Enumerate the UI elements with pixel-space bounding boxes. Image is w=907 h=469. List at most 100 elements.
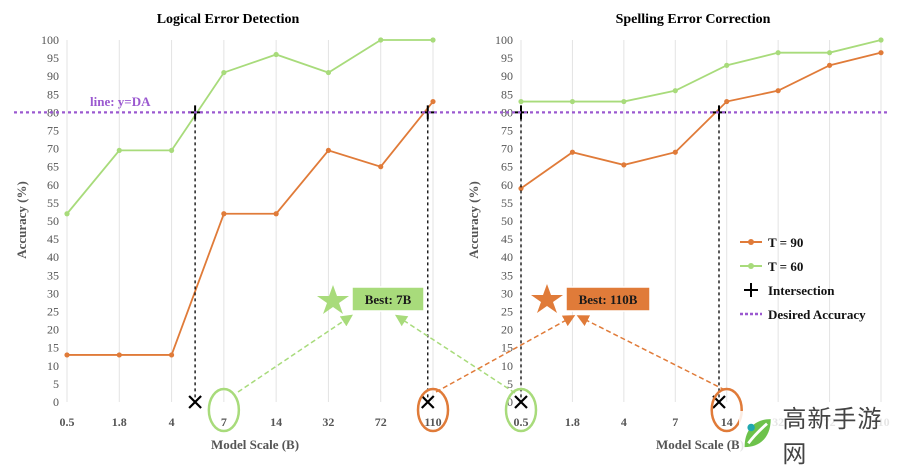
left-y-tick-label: 55 (47, 196, 59, 210)
left-intersection-x-icon (188, 395, 202, 409)
right-y-tick-label: 35 (501, 268, 513, 282)
best-right-badge: Best: 110B (531, 284, 651, 313)
left-series-point-t90 (221, 211, 227, 217)
left-y-tick-label: 90 (47, 69, 59, 83)
green-star-icon (317, 285, 349, 314)
right-y-tick-label: 40 (501, 250, 513, 264)
right-series-point-t90 (826, 62, 833, 68)
right-chart-title: Spelling Error Correction (616, 12, 771, 27)
right-series-line-t90 (520, 51, 882, 190)
right-chart: Spelling Error Correction Accuracy (%) M… (466, 12, 890, 452)
best-left-badge: Best: 7B (317, 285, 425, 314)
right-intersection-x-icon (514, 395, 528, 409)
left-series-point-t90 (430, 98, 436, 105)
left-y-tick-label: 0 (53, 395, 59, 409)
watermark: 高新手游网 (739, 405, 899, 468)
annotation-arrows (237, 314, 726, 394)
left-y-tick-label: 35 (47, 268, 59, 282)
right-series-point-t90 (621, 162, 627, 168)
right-y-axis-label: Accuracy (%) (466, 181, 481, 259)
legend-label: T = 60 (768, 259, 803, 274)
right-y-tick-label: 30 (501, 286, 513, 300)
right-y-tick-label: 75 (501, 124, 513, 138)
right-x-tick-label: 7 (672, 415, 678, 429)
legend: T = 90 T = 60 Intersection Desired Accuracy (740, 235, 866, 322)
right-best-circle-green (504, 387, 538, 433)
right-y-tick-label: 85 (501, 87, 513, 101)
right-series-point-t60 (518, 98, 524, 105)
legend-label: T = 90 (768, 235, 803, 250)
right-y-tick-label: 95 (501, 51, 513, 65)
left-y-tick-label: 5 (53, 377, 59, 391)
left-x-tick-label: 110 (424, 415, 441, 429)
left-series-point-t90 (378, 164, 384, 170)
left-series-point-t60 (64, 211, 70, 217)
left-x-axis-label: Model Scale (B) (211, 437, 299, 452)
left-y-tick-label: 60 (47, 178, 59, 192)
right-series-point-t90 (569, 149, 576, 155)
legend-marker-icon (748, 263, 754, 269)
right-x-tick-label: 1.8 (565, 415, 580, 429)
left-chart: Logical Error Detection Accuracy (%) Mod… (14, 12, 450, 452)
left-series-point-t90 (273, 211, 279, 217)
right-y-tick-label: 70 (501, 142, 513, 156)
right-y-tick-label: 90 (501, 69, 513, 83)
right-series-point-t60 (878, 37, 884, 43)
right-series-point-t60 (724, 62, 730, 68)
right-series-point-t90 (878, 50, 884, 56)
best-right-label: Best: 110B (579, 292, 638, 307)
right-series-point-t60 (569, 98, 576, 105)
left-x-tick-label: 0.5 (60, 415, 75, 429)
right-y-tick-label: 55 (501, 196, 513, 210)
legend-marker-icon (748, 239, 754, 245)
left-x-tick-label: 14 (270, 415, 282, 429)
right-series-line-t60 (521, 39, 882, 103)
left-y-tick-label: 50 (47, 214, 59, 228)
left-series-point-t60 (221, 69, 227, 76)
right-y-tick-label: 10 (501, 359, 513, 373)
right-series-point-t90 (775, 88, 781, 94)
left-series-point-t90 (116, 352, 122, 358)
left-series-point-t90 (168, 352, 175, 358)
right-best-circle-orange (710, 387, 743, 433)
best-left-label: Best: 7B (365, 292, 412, 307)
right-series-point-t60 (826, 50, 833, 56)
right-y-tick-label: 20 (501, 323, 513, 337)
right-series-point-t60 (621, 98, 627, 105)
left-y-tick-label: 100 (41, 33, 59, 47)
right-x-axis-label: Model Scale (B) (656, 437, 744, 452)
orange-star-icon (531, 284, 563, 313)
right-series-point-t90 (672, 149, 678, 155)
legend-label: Desired Accuracy (768, 307, 866, 322)
right-series-point-t90 (724, 98, 730, 105)
left-plot-area: 0 5 10 15 20 25 30 35 40 45 50 55 60 65 70 75 80 85 90 95 10… (41, 33, 450, 433)
left-y-tick-label: 45 (47, 232, 59, 246)
left-y-tick-label: 10 (47, 359, 59, 373)
left-y-tick-label: 65 (47, 160, 59, 174)
watermark-text: 高新手游网 (782, 405, 883, 468)
left-y-tick-label: 95 (47, 51, 59, 65)
left-y-tick-label: 40 (47, 250, 59, 264)
left-series-point-t60 (325, 69, 332, 76)
right-series-point-t90 (518, 185, 524, 192)
left-series-point-t90 (325, 147, 332, 154)
left-series-point-t60 (378, 37, 384, 43)
right-y-tick-label: 60 (501, 178, 513, 192)
left-y-tick-label: 80 (47, 105, 59, 119)
left-y-tick-label: 75 (47, 124, 59, 138)
left-y-tick-label: 85 (47, 87, 59, 101)
left-series-point-t60 (273, 51, 279, 58)
right-x-tick-label: 4 (621, 415, 627, 429)
left-x-tick-label: 7 (221, 415, 227, 429)
left-y-tick-label: 15 (47, 341, 59, 355)
right-y-tick-label: 25 (501, 305, 513, 319)
right-plot-area: 0510152025303540455055606570758085909510… (495, 33, 890, 433)
left-y-axis-label: Accuracy (%) (14, 181, 29, 259)
legend-label: Intersection (768, 283, 835, 298)
left-best-circle-green (207, 387, 241, 433)
left-series-point-t60 (168, 147, 175, 154)
left-x-tick-label: 32 (322, 415, 334, 429)
right-y-tick-label: 65 (501, 160, 513, 174)
right-series-point-t60 (672, 88, 678, 94)
